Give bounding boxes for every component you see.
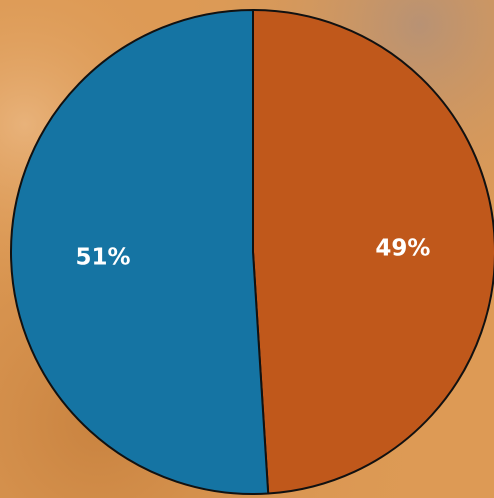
pie-slice-label-2: 51%: [76, 245, 131, 271]
pie-slice-1: [252, 9, 494, 495]
pie-slice-label-1: 49%: [375, 235, 430, 261]
pie-slice-2: [10, 9, 270, 495]
